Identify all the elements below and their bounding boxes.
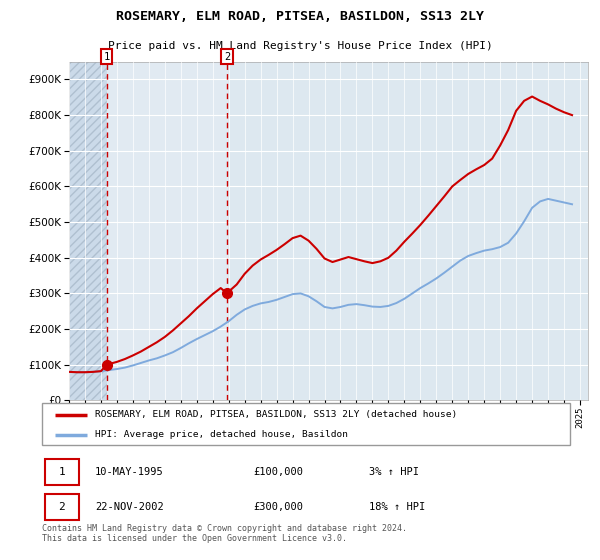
Text: HPI: Average price, detached house, Basildon: HPI: Average price, detached house, Basi… [95, 430, 348, 439]
Text: £300,000: £300,000 [253, 502, 303, 512]
FancyBboxPatch shape [44, 494, 79, 520]
Text: 18% ↑ HPI: 18% ↑ HPI [370, 502, 425, 512]
FancyBboxPatch shape [42, 403, 570, 445]
Text: 22-NOV-2002: 22-NOV-2002 [95, 502, 164, 512]
Bar [107, 62, 227, 400]
Text: Contains HM Land Registry data © Crown copyright and database right 2024.
This d: Contains HM Land Registry data © Crown c… [42, 524, 407, 543]
Text: 2: 2 [58, 502, 65, 512]
Text: ROSEMARY, ELM ROAD, PITSEA, BASILDON, SS13 2LY (detached house): ROSEMARY, ELM ROAD, PITSEA, BASILDON, SS… [95, 410, 457, 419]
Bar [69, 62, 107, 400]
Text: ROSEMARY, ELM ROAD, PITSEA, BASILDON, SS13 2LY: ROSEMARY, ELM ROAD, PITSEA, BASILDON, SS… [116, 10, 484, 23]
Text: 1: 1 [104, 52, 110, 62]
Text: 3% ↑ HPI: 3% ↑ HPI [370, 467, 419, 477]
Text: 10-MAY-1995: 10-MAY-1995 [95, 467, 164, 477]
Text: Price paid vs. HM Land Registry's House Price Index (HPI): Price paid vs. HM Land Registry's House … [107, 41, 493, 51]
FancyBboxPatch shape [44, 459, 79, 485]
Bar [69, 62, 107, 400]
Text: £100,000: £100,000 [253, 467, 303, 477]
Text: 2: 2 [224, 52, 230, 62]
Text: 1: 1 [58, 467, 65, 477]
